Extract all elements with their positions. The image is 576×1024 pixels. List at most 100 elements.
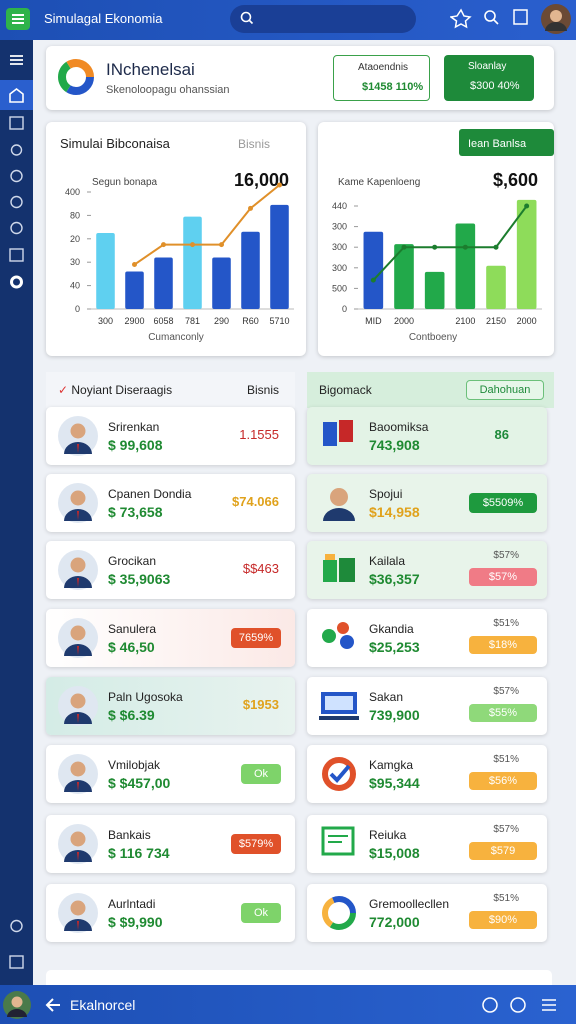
x-tick-label: 781 xyxy=(185,316,200,326)
bar xyxy=(270,204,289,309)
list-row[interactable]: Gkandia $25,253 $51% $18% xyxy=(307,609,547,667)
item-badge: $18% xyxy=(469,636,537,654)
list-title: ✓ Noyiant Diseraagis xyxy=(58,383,173,397)
sidebar-icons[interactable] xyxy=(0,40,33,985)
list-row[interactable]: Kailala $36,357 $57% $57% xyxy=(307,541,547,599)
item-badge: $90% xyxy=(469,911,537,929)
chart-title: Simulai Bibconaisa xyxy=(60,136,171,151)
bar xyxy=(363,231,384,309)
x-tick-label: 2000 xyxy=(394,316,414,326)
bar xyxy=(183,216,202,309)
chart-tag[interactable]: Bisnis xyxy=(238,137,270,151)
item-percent: $57% xyxy=(493,550,519,561)
list-row[interactable]: Grocikan $ 35,9063 $$463 xyxy=(46,541,295,599)
line xyxy=(372,205,528,281)
app-bar: Simulagal Ekonomia xyxy=(0,0,576,40)
user-avatar[interactable] xyxy=(2,989,34,1021)
list-row[interactable]: Aurlntadi $ $9,990 Ok xyxy=(46,884,295,942)
avatar xyxy=(58,618,98,658)
badge[interactable]: Ataoendnis $1458 110% xyxy=(333,55,430,101)
avatar xyxy=(58,483,98,523)
item-value: $$463 xyxy=(242,561,279,576)
item-name: Sanulera xyxy=(108,622,157,636)
x-axis-label: Cumanconly xyxy=(148,332,204,343)
list-row[interactable]: Paln Ugosoka $ $6.39 $1953 xyxy=(46,677,295,735)
y-tick-label: 20 xyxy=(70,234,80,244)
list-action[interactable]: Bisnis xyxy=(246,383,279,397)
bar xyxy=(516,199,537,309)
item-icon xyxy=(323,420,353,446)
item-icon xyxy=(319,692,359,720)
item-percent: $51% xyxy=(493,754,519,765)
list-row[interactable]: Cpanen Dondia $ 73,658 $74.066 xyxy=(46,474,295,532)
item-name: Grocikan xyxy=(108,554,157,568)
y-tick-label: 80 xyxy=(70,210,80,220)
x-tick-label: 290 xyxy=(214,316,229,326)
y-tick-label: 40 xyxy=(70,281,80,291)
list-header: Bigomack Dahohuan xyxy=(307,372,554,408)
item-icon xyxy=(322,896,356,930)
item-percent: $51% xyxy=(493,618,519,629)
item-name: Cpanen Dondia xyxy=(108,487,192,501)
line-point xyxy=(370,277,376,283)
item-percent: $57% xyxy=(493,824,519,835)
avatar xyxy=(58,824,98,864)
user-avatar[interactable] xyxy=(540,3,572,35)
bar xyxy=(154,257,173,309)
list-row[interactable]: Sanulera $ 46,50 7659% xyxy=(46,609,295,667)
line-point xyxy=(524,203,530,209)
badge-value: $300 40% xyxy=(470,80,520,92)
bottom-icons[interactable] xyxy=(480,995,570,1015)
item-amount: $ $9,990 xyxy=(108,914,163,930)
list-title-text: Noyiant Diseraagis xyxy=(71,383,173,397)
avatar xyxy=(58,550,98,590)
bar xyxy=(486,265,506,309)
back-icon[interactable] xyxy=(44,995,64,1015)
badge-value: $1458 110% xyxy=(362,81,424,93)
search-box[interactable] xyxy=(230,5,416,33)
item-amount: 739,900 xyxy=(369,707,420,723)
line-point xyxy=(248,205,253,211)
badge-label: Sloanlay xyxy=(468,61,507,72)
item-amount: $ 99,608 xyxy=(108,437,163,453)
item-name: Srirenkan xyxy=(108,420,160,434)
item-badge: $56% xyxy=(469,772,537,790)
list-row[interactable]: Bankais $ 116 734 $579% xyxy=(46,815,295,873)
list-action[interactable]: Dahohuan xyxy=(466,380,544,400)
toolbar-icons[interactable] xyxy=(450,6,540,34)
x-tick-label: 6058 xyxy=(153,316,173,326)
item-badge: 86 xyxy=(494,427,509,442)
list-row[interactable]: Sakan 739,900 $57% $55% xyxy=(307,677,547,735)
list-row[interactable]: Kamgka $95,344 $51% $56% xyxy=(307,745,547,803)
y-tick-label: 500 xyxy=(332,283,347,293)
sidebar xyxy=(0,40,33,985)
list-row[interactable]: Vmilobjak $ $457,00 Ok xyxy=(46,745,295,803)
item-name: Bankais xyxy=(108,828,151,842)
list-row[interactable]: Gremoollecllen 772,000 $51% $90% xyxy=(307,884,547,942)
list-row[interactable]: Baoomiksa 743,908 86 xyxy=(307,407,547,465)
list-row[interactable]: Srirenkan $ 99,608 1.1555 xyxy=(46,407,295,465)
chart: Simulai Bibconaisa Bisnis Segun bonapa 16,0… xyxy=(60,136,294,343)
list-row[interactable]: Reiuka $15,008 $57% $579 xyxy=(307,815,547,873)
item-name: Kamgka xyxy=(369,758,414,772)
item-name: Aurlntadi xyxy=(108,897,156,911)
item-amount: $ 46,50 xyxy=(108,639,155,655)
item-badge: $5509% xyxy=(469,493,537,513)
chart: Iean Banlsa Kame Kapenloeng $,600 0 500 300 30… xyxy=(332,129,554,343)
item-icon xyxy=(323,488,355,521)
line-point xyxy=(132,262,137,268)
x-tick-label: 5710 xyxy=(269,316,289,326)
item-badge: $579 xyxy=(469,842,537,860)
line-point xyxy=(462,244,468,250)
item-badge: Ok xyxy=(241,764,281,784)
menu-button[interactable] xyxy=(6,8,30,30)
item-amount: 743,908 xyxy=(369,437,420,453)
app-title: Simulagal Ekonomia xyxy=(44,11,163,26)
y-tick-label: 400 xyxy=(65,187,80,197)
badge[interactable]: Sloanlay $300 40% xyxy=(444,55,534,101)
list-header: ✓ Noyiant Diseraagis Bisnis xyxy=(46,372,295,408)
list-row[interactable]: Spojui $14,958 $5509% xyxy=(307,474,547,532)
chart-card: Iean Banlsa Kame Kapenloeng $,600 0 500 300 30… xyxy=(318,122,554,356)
item-value: $74.066 xyxy=(232,494,279,509)
